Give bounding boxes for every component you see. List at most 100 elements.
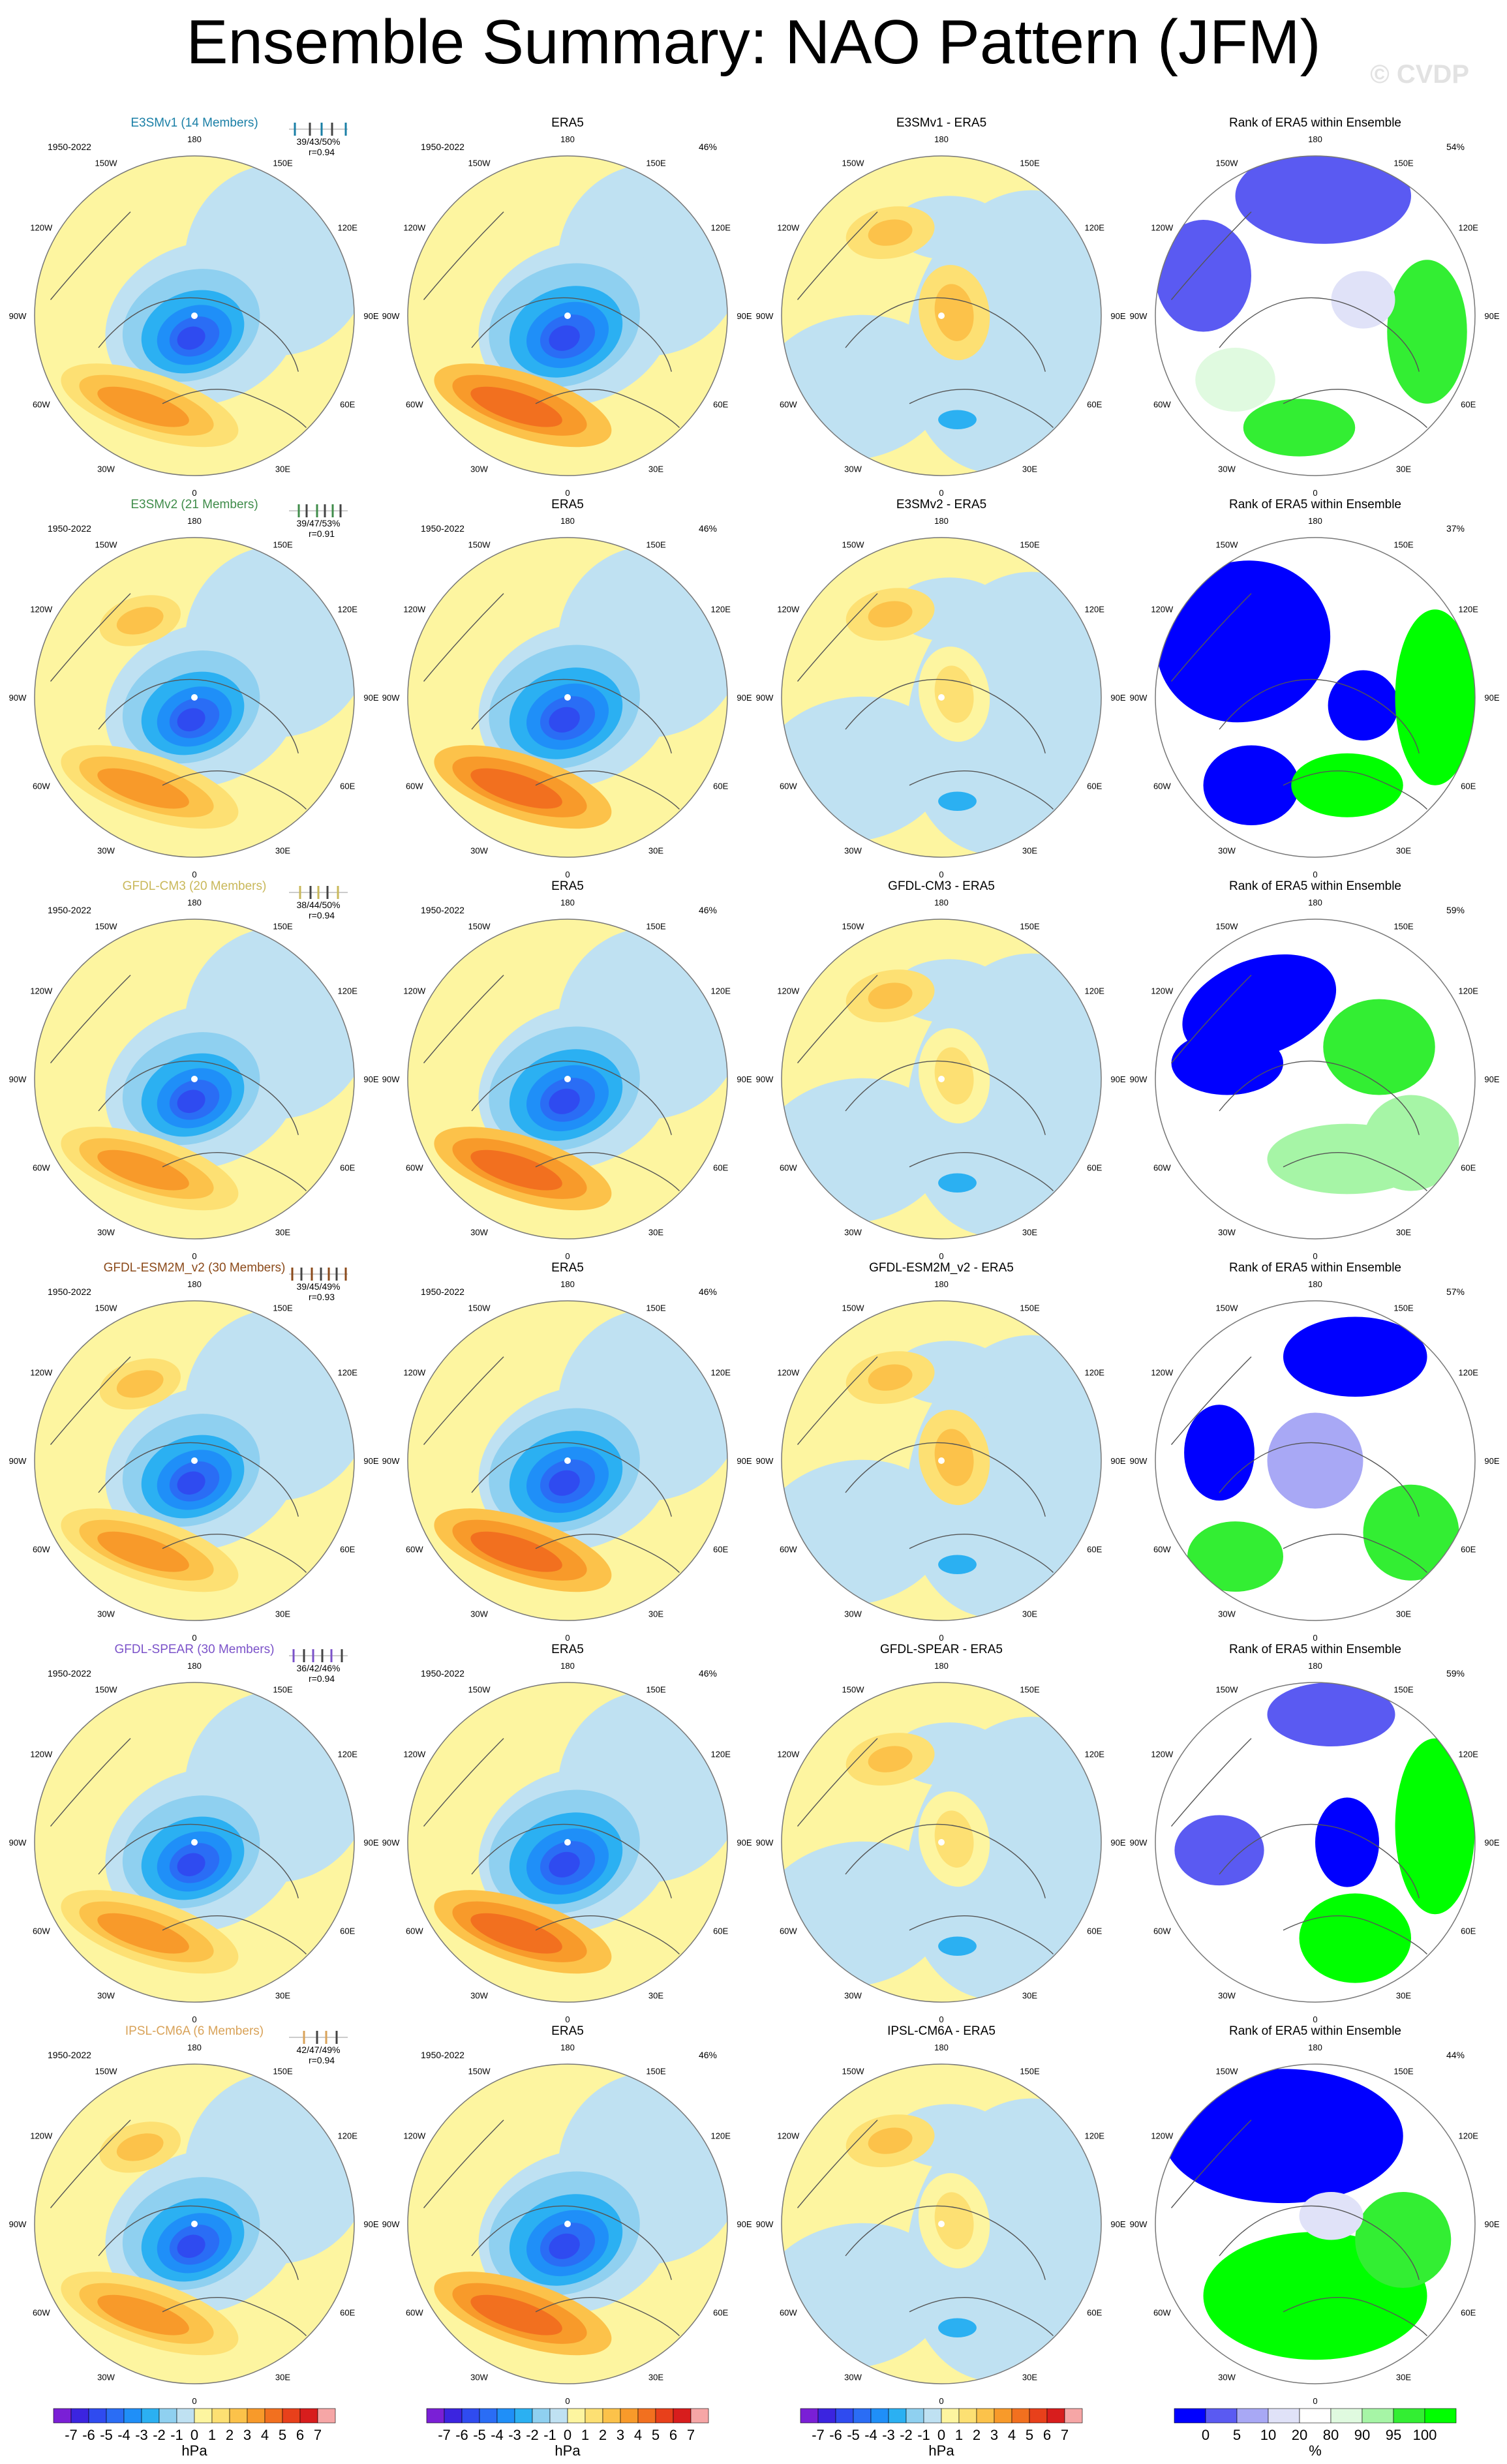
longitude-label: 90E	[737, 693, 752, 703]
percent-stats: 38/44/50%	[297, 900, 341, 910]
longitude-label: 120W	[1151, 1750, 1174, 1759]
longitude-label: 180	[1308, 1279, 1322, 1289]
variance-explained: 46%	[699, 905, 717, 915]
longitude-label: 90W	[1130, 1456, 1148, 1466]
longitude-label: 30W	[844, 1609, 862, 1619]
longitude-label: 120W	[30, 986, 53, 996]
rank-panel-title: Rank of ERA5 within Ensemble	[1229, 1643, 1401, 1656]
colorbar-unit: %	[1309, 2442, 1322, 2459]
longitude-label: 60W	[406, 1926, 423, 1936]
colorbar-tick-label: 0	[190, 2427, 198, 2443]
model-panel-title: GFDL-ESM2M_v2 (30 Members)	[104, 1261, 286, 1275]
longitude-label: 120E	[1085, 986, 1105, 996]
longitude-label: 60W	[406, 1545, 423, 1555]
longitude-label: 90W	[756, 1838, 774, 1848]
rank-region	[1156, 560, 1331, 723]
map-boundary	[781, 919, 1102, 1240]
longitude-label: 30E	[275, 1228, 290, 1238]
map-boundary	[1155, 919, 1476, 1240]
colorbar-tick-label: 10	[1260, 2427, 1276, 2443]
longitude-label: 120W	[1151, 605, 1174, 615]
coastline-outline	[471, 2205, 672, 2280]
map-boundary	[34, 537, 355, 858]
longitude-label: 150E	[1020, 2066, 1040, 2076]
longitude-label: 90W	[9, 1074, 27, 1084]
longitude-label: 150W	[95, 1684, 118, 1694]
rank-cells	[1155, 1301, 1475, 1620]
coastline-outline	[909, 1152, 1054, 1191]
longitude-label: 180	[560, 1661, 575, 1671]
colorbar-tick-label: -6	[455, 2427, 468, 2443]
longitude-label: 30W	[470, 1609, 488, 1619]
longitude-label: 150W	[468, 540, 491, 549]
azores-high-contour	[97, 2294, 189, 2335]
longitude-label: 150E	[1020, 921, 1040, 931]
longitude-label: 0	[1313, 1251, 1317, 1261]
longitude-label: 150E	[1393, 1684, 1414, 1694]
longitude-label: 150W	[95, 2066, 118, 2076]
colorbar-tick-label: -1	[543, 2427, 556, 2443]
coastline-outline	[50, 975, 131, 1063]
coastline-outline	[535, 389, 680, 428]
colorbar-tick-label: 7	[687, 2427, 695, 2443]
longitude-label: 150E	[1020, 540, 1040, 549]
longitude-label: 150E	[646, 158, 666, 168]
longitude-label: 90W	[756, 693, 774, 703]
rank-percent: 57%	[1446, 1286, 1465, 1297]
longitude-label: 30E	[1396, 1609, 1411, 1619]
longitude-label: 120W	[403, 1368, 426, 1378]
longitude-label: 60W	[1153, 1545, 1171, 1555]
rank-region	[1163, 2069, 1403, 2204]
coastline-outline	[797, 2120, 878, 2208]
colorbar-swatch	[1205, 2408, 1238, 2424]
longitude-label: 60E	[1461, 1545, 1476, 1555]
colorbar-swatch	[1362, 2408, 1394, 2424]
map-boundary	[781, 1682, 1102, 2003]
longitude-label: 90E	[737, 1074, 752, 1084]
longitude-label: 120W	[1151, 1368, 1174, 1378]
percent-stats: 39/45/49%	[297, 1281, 341, 1292]
colorbar-swatch	[1046, 2408, 1065, 2424]
colorbar-swatch	[123, 2408, 142, 2424]
rank-percent: 37%	[1446, 523, 1465, 534]
coastline-outline	[535, 2297, 680, 2336]
longitude-label: 60W	[780, 782, 797, 791]
azores-high-contour	[470, 386, 562, 427]
colorbar-swatch	[176, 2408, 195, 2424]
period-label: 1950-2022	[421, 2050, 464, 2060]
longitude-label: 60E	[713, 1545, 728, 1555]
longitude-label: 30E	[275, 1991, 290, 2001]
colorbar-swatch	[1064, 2408, 1083, 2424]
longitude-label: 120E	[338, 1368, 358, 1378]
colorbar-tick-label: 2	[599, 2427, 607, 2443]
longitude-label: 90W	[756, 311, 774, 321]
longitude-label: 0	[1313, 488, 1317, 498]
longitude-label: 30E	[648, 1609, 663, 1619]
longitude-label: 180	[934, 1661, 949, 1671]
rank-panel-title: Rank of ERA5 within Ensemble	[1229, 116, 1401, 130]
longitude-label: 120E	[711, 2131, 731, 2141]
colorbar-tick-label: 1	[581, 2427, 589, 2443]
map-boundary	[407, 919, 728, 1240]
map-boundary	[1155, 2063, 1476, 2384]
colorbar-tick-label: 2	[226, 2427, 234, 2443]
longitude-label: 120E	[338, 605, 358, 615]
longitude-label: 150E	[646, 1303, 666, 1313]
map-boundary	[781, 537, 1102, 858]
north-pole-marker	[191, 1457, 198, 1464]
map-boundary	[407, 1682, 728, 2003]
percent-stats: 39/47/53%	[297, 518, 341, 528]
longitude-label: 150W	[95, 1303, 118, 1313]
map-boundary	[407, 537, 728, 858]
percent-stats: 39/43/50%	[297, 136, 341, 147]
coastline-outline	[909, 1915, 1054, 1954]
period-label: 1950-2022	[421, 1668, 464, 1679]
field-contours	[408, 1301, 727, 1620]
difference-negative-region	[938, 1936, 977, 1956]
colorbar-tick-label: 0	[564, 2427, 571, 2443]
panel-observed: ERA5 1950-2022 46% 180 150E 120E 90E 60E 30E 0 30W…	[382, 2024, 752, 2406]
longitude-label: 30E	[1022, 1609, 1037, 1619]
figure-title: Ensemble Summary: NAO Pattern (JFM)	[186, 7, 1321, 77]
colorbar-swatch	[229, 2408, 248, 2424]
icelandic-low-contour	[549, 1088, 580, 1114]
